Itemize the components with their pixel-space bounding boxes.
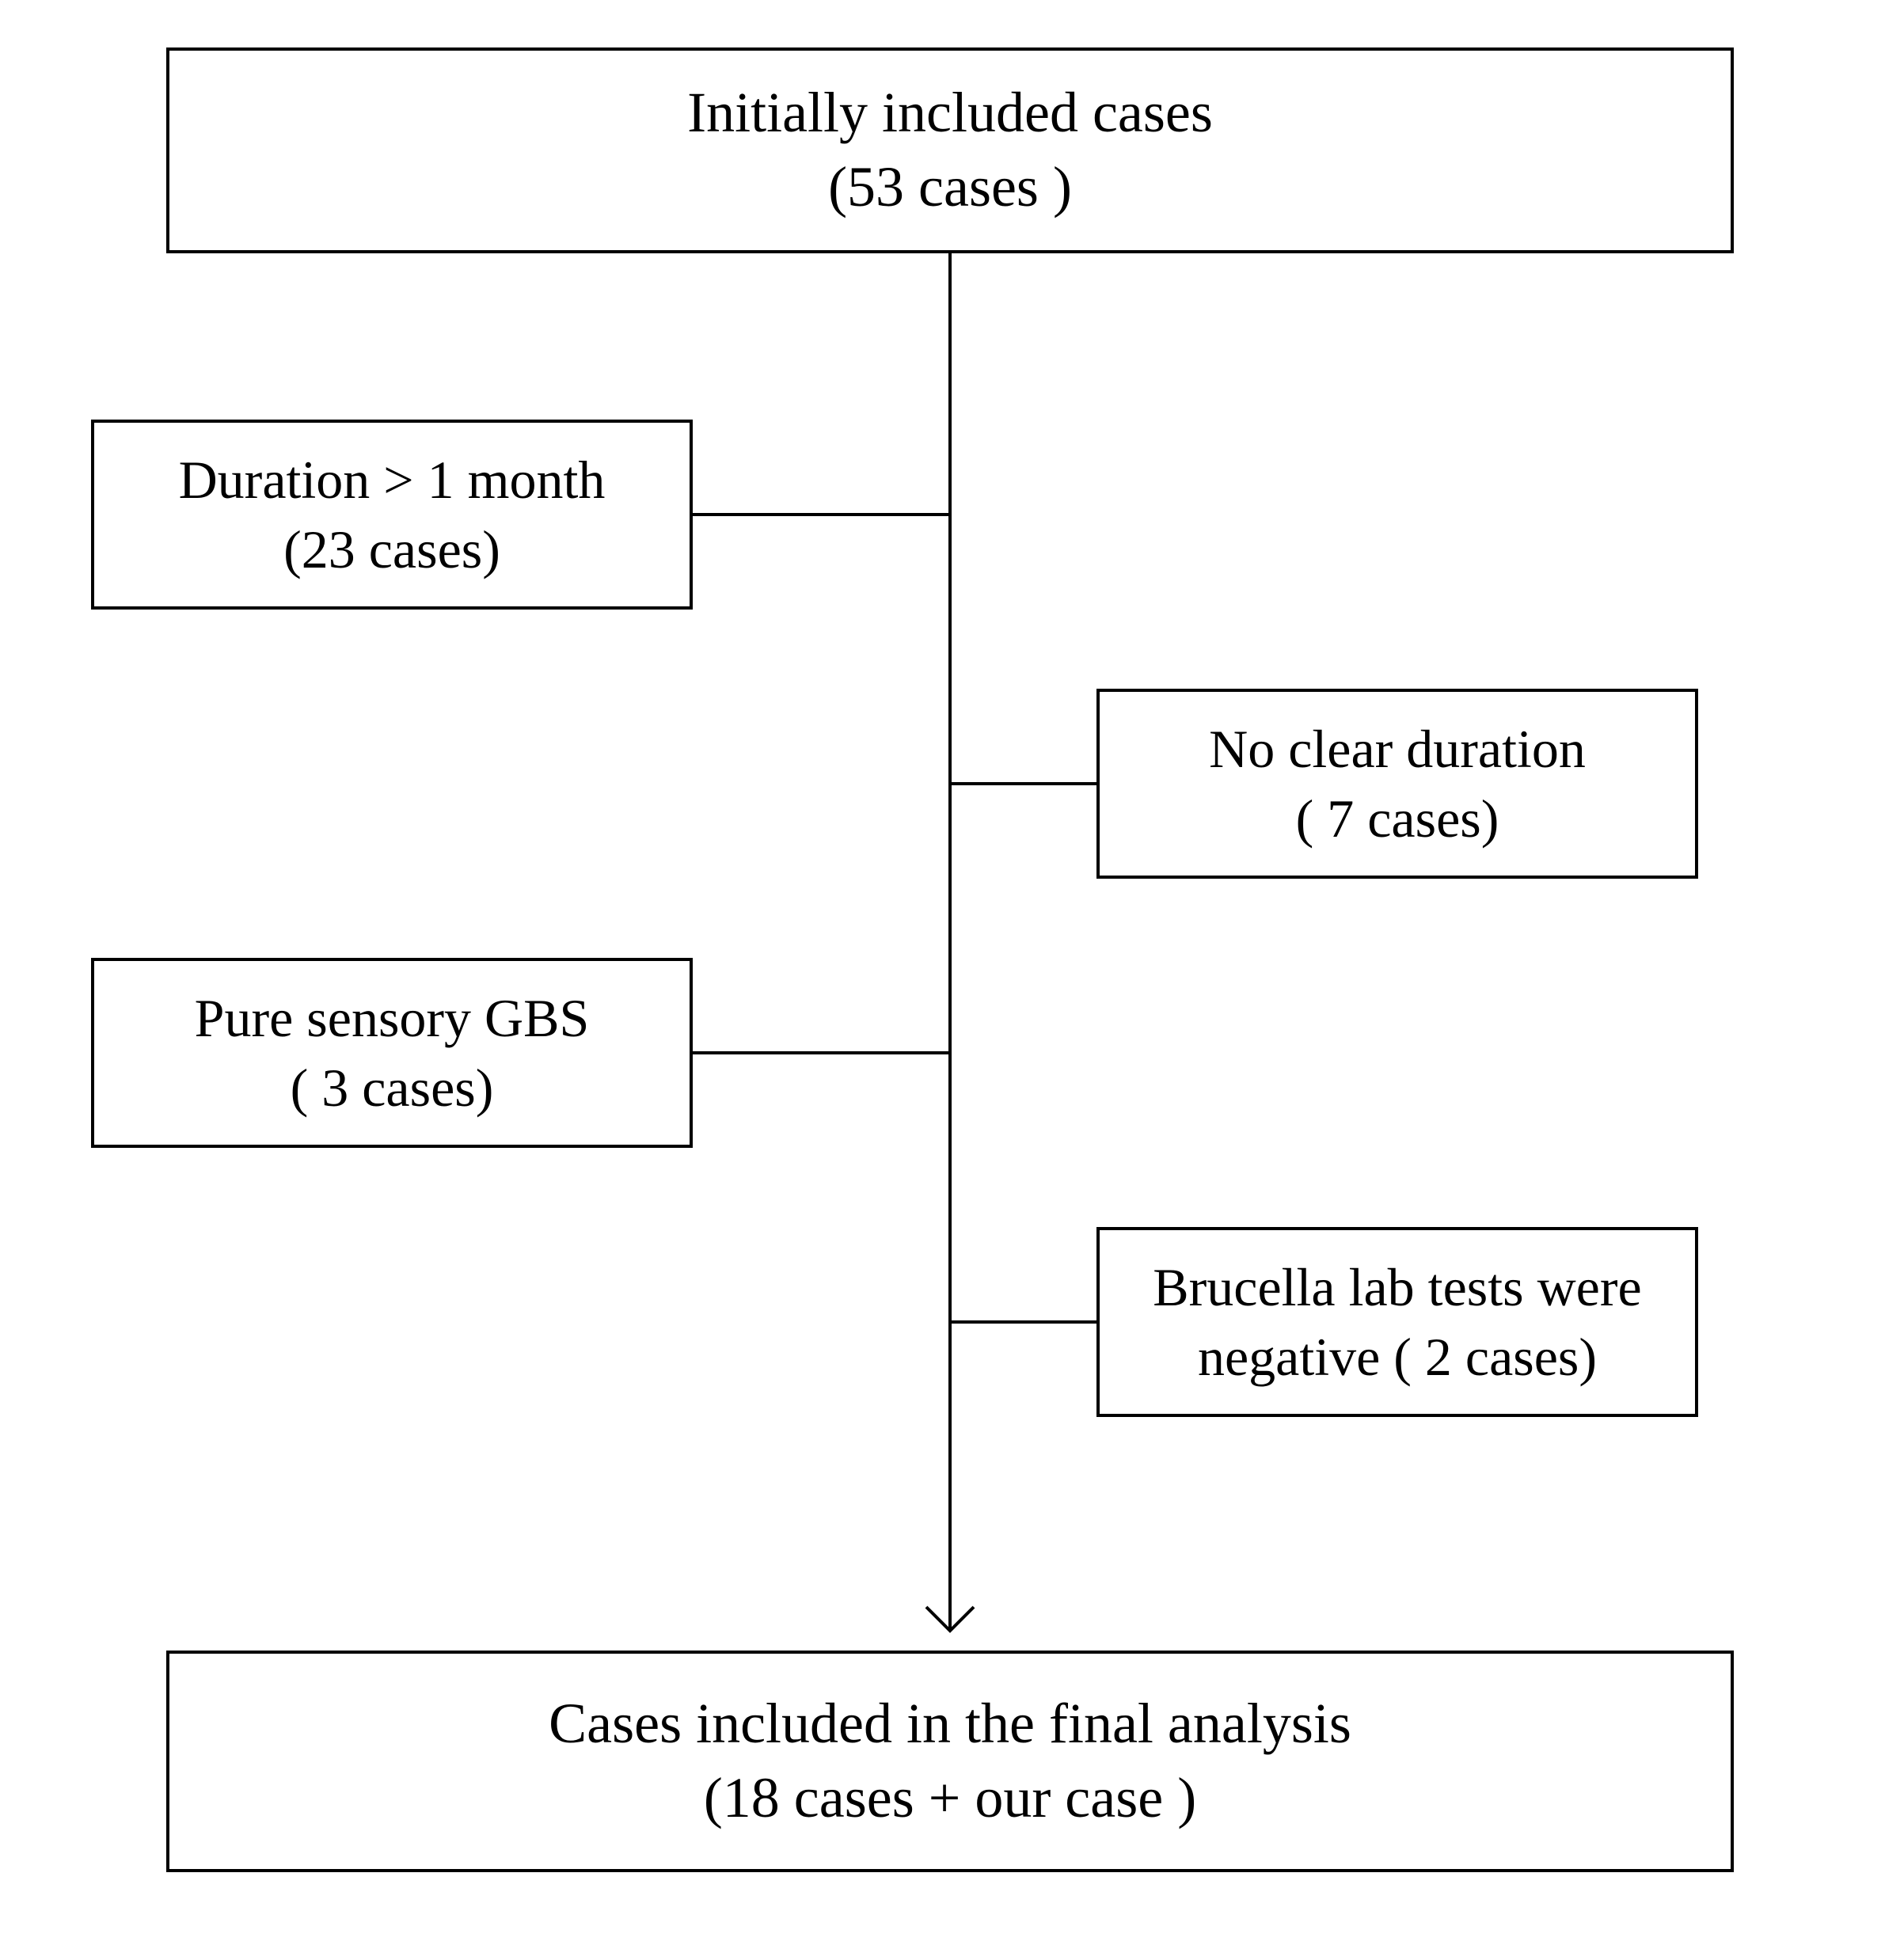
node-ex4-line1: Brucella lab tests were: [1153, 1252, 1641, 1322]
arrowhead: [926, 1607, 974, 1631]
node-end-line2: (18 cases + our case ): [704, 1761, 1196, 1836]
node-start-line2: (53 cases ): [828, 150, 1072, 225]
node-end: Cases included in the final analysis (18…: [166, 1651, 1734, 1872]
flowchart-canvas: Initially included cases (53 cases ) Dur…: [0, 0, 1904, 1945]
node-end-line1: Cases included in the final analysis: [549, 1687, 1351, 1761]
node-ex2-line1: No clear duration: [1209, 714, 1586, 784]
node-ex4: Brucella lab tests were negative ( 2 cas…: [1096, 1227, 1698, 1417]
node-ex1: Duration > 1 month (23 cases): [91, 420, 693, 610]
node-ex1-line2: (23 cases): [283, 515, 500, 584]
node-ex3-line2: ( 3 cases): [291, 1053, 494, 1123]
node-ex2-line2: ( 7 cases): [1296, 784, 1499, 853]
node-ex2: No clear duration ( 7 cases): [1096, 689, 1698, 879]
node-ex4-line2: negative ( 2 cases): [1198, 1322, 1597, 1392]
node-start: Initially included cases (53 cases ): [166, 47, 1734, 253]
node-ex3-line1: Pure sensory GBS: [195, 983, 590, 1053]
node-ex1-line1: Duration > 1 month: [179, 445, 606, 515]
node-start-line1: Initially included cases: [687, 76, 1213, 150]
node-ex3: Pure sensory GBS ( 3 cases): [91, 958, 693, 1148]
